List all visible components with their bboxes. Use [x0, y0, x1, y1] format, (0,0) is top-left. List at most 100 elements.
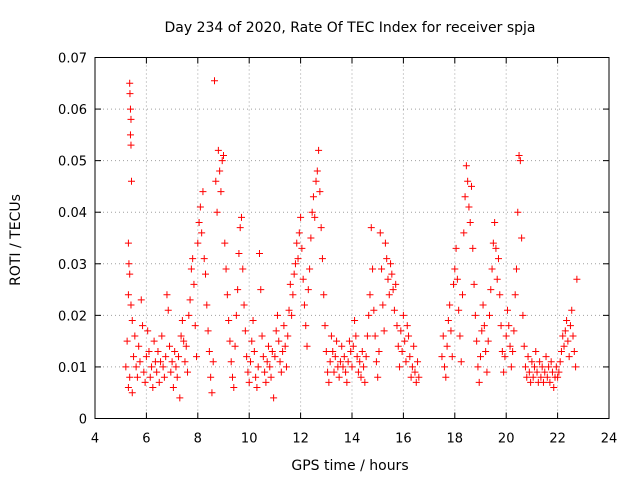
- x-tick-label: 22: [549, 432, 566, 447]
- data-point: [234, 286, 242, 294]
- x-tick-label: 12: [292, 432, 309, 447]
- data-point: [286, 280, 294, 288]
- data-point: [211, 77, 219, 85]
- data-point: [488, 265, 496, 273]
- data-point: [568, 306, 576, 314]
- data-point: [329, 347, 337, 355]
- data-point: [264, 342, 272, 350]
- data-point: [402, 358, 410, 366]
- data-point: [124, 239, 132, 247]
- data-point: [524, 353, 532, 361]
- data-point: [448, 353, 456, 361]
- data-point: [460, 229, 468, 237]
- data-point: [393, 322, 401, 330]
- data-point: [398, 347, 406, 355]
- data-point: [479, 301, 487, 309]
- axis-ticks: [94, 57, 610, 419]
- data-point: [498, 347, 506, 355]
- y-tick-label: 0.01: [58, 361, 87, 376]
- data-point: [347, 347, 355, 355]
- data-point: [122, 363, 130, 371]
- data-point: [525, 368, 533, 376]
- data-point: [194, 239, 202, 247]
- data-point: [209, 358, 217, 366]
- data-point: [159, 363, 167, 371]
- data-point: [321, 322, 329, 330]
- data-point: [128, 389, 136, 397]
- data-point: [131, 332, 139, 340]
- data-point: [257, 286, 265, 294]
- data-point: [546, 378, 554, 386]
- data-point: [492, 244, 500, 252]
- data-point: [520, 342, 528, 350]
- data-point: [288, 311, 296, 319]
- data-point: [273, 311, 281, 319]
- data-point: [496, 291, 504, 299]
- data-point: [158, 332, 166, 340]
- data-point: [478, 327, 486, 335]
- data-point: [410, 342, 418, 350]
- data-point: [371, 332, 379, 340]
- data-point: [343, 378, 351, 386]
- data-point: [405, 332, 413, 340]
- data-point: [127, 177, 135, 185]
- x-tick-label: 20: [498, 432, 515, 447]
- data-point: [180, 337, 188, 345]
- data-point: [193, 353, 201, 361]
- data-point: [480, 322, 488, 330]
- data-point: [291, 260, 299, 268]
- data-point: [230, 384, 238, 392]
- data-point: [390, 306, 398, 314]
- data-point: [501, 353, 509, 361]
- x-axis-title: GPS time / hours: [291, 458, 408, 474]
- data-point: [199, 188, 207, 196]
- data-point: [175, 353, 183, 361]
- data-point: [126, 90, 134, 98]
- data-point: [126, 270, 134, 278]
- y-tick-label: 0.02: [58, 309, 87, 324]
- x-tick-label: 4: [91, 432, 99, 447]
- y-tick-label: 0.06: [58, 103, 87, 118]
- data-point: [507, 363, 515, 371]
- data-point: [220, 151, 227, 159]
- data-point: [505, 322, 513, 330]
- data-point: [320, 291, 328, 299]
- y-tick-label: 0.03: [58, 258, 87, 273]
- data-point: [259, 353, 267, 361]
- data-point: [208, 389, 216, 397]
- data-point: [164, 306, 172, 314]
- data-point: [168, 358, 176, 366]
- data-point: [408, 363, 416, 371]
- data-point: [225, 317, 233, 325]
- data-point: [177, 332, 185, 340]
- data-point: [137, 296, 145, 304]
- data-point: [139, 322, 147, 330]
- data-point: [133, 373, 141, 381]
- data-point: [362, 353, 370, 361]
- data-point: [266, 363, 274, 371]
- data-point: [388, 270, 396, 278]
- data-point: [342, 368, 350, 376]
- data-point: [235, 249, 243, 257]
- data-point: [157, 358, 165, 366]
- data-point: [538, 363, 546, 371]
- data-point: [200, 255, 208, 263]
- data-point: [281, 342, 289, 350]
- data-point: [245, 378, 253, 386]
- data-point: [313, 167, 321, 175]
- data-point: [447, 327, 455, 335]
- data-point: [450, 280, 458, 288]
- data-point: [136, 358, 144, 366]
- data-point: [527, 378, 535, 386]
- data-point: [187, 265, 195, 273]
- data-point: [367, 224, 375, 232]
- data-point: [335, 373, 343, 381]
- data-point: [239, 265, 247, 273]
- data-point: [361, 378, 369, 386]
- data-point: [212, 177, 220, 185]
- y-tick-label: 0.04: [58, 206, 87, 221]
- data-point: [493, 275, 501, 283]
- data-point: [365, 311, 373, 319]
- data-point: [349, 342, 357, 350]
